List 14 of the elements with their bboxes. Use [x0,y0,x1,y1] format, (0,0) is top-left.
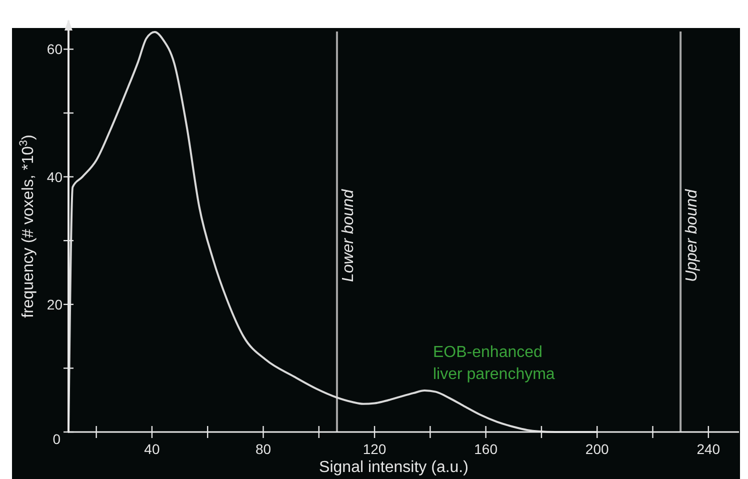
x-tick-label: 40 [144,441,160,457]
y-tick-label: 0 [52,431,61,447]
x-axis-title: Signal intensity (a.u.) [319,459,468,476]
ref-line-label: Upper bound [684,188,701,282]
x-tick-label: 160 [474,441,498,457]
x-tick-label: 80 [255,441,272,457]
x-tick-label: 200 [585,441,610,457]
y-tick-label: 20 [46,296,63,312]
x-tick-label: 120 [362,441,386,457]
y-tick-label: 60 [46,41,63,58]
x-tick-label: 240 [696,441,720,457]
ref-line-label: Lower bound [340,188,357,282]
y-tick-label: 40 [46,168,63,185]
annotation: EOB-enhanced liver parenchyma [433,344,555,383]
